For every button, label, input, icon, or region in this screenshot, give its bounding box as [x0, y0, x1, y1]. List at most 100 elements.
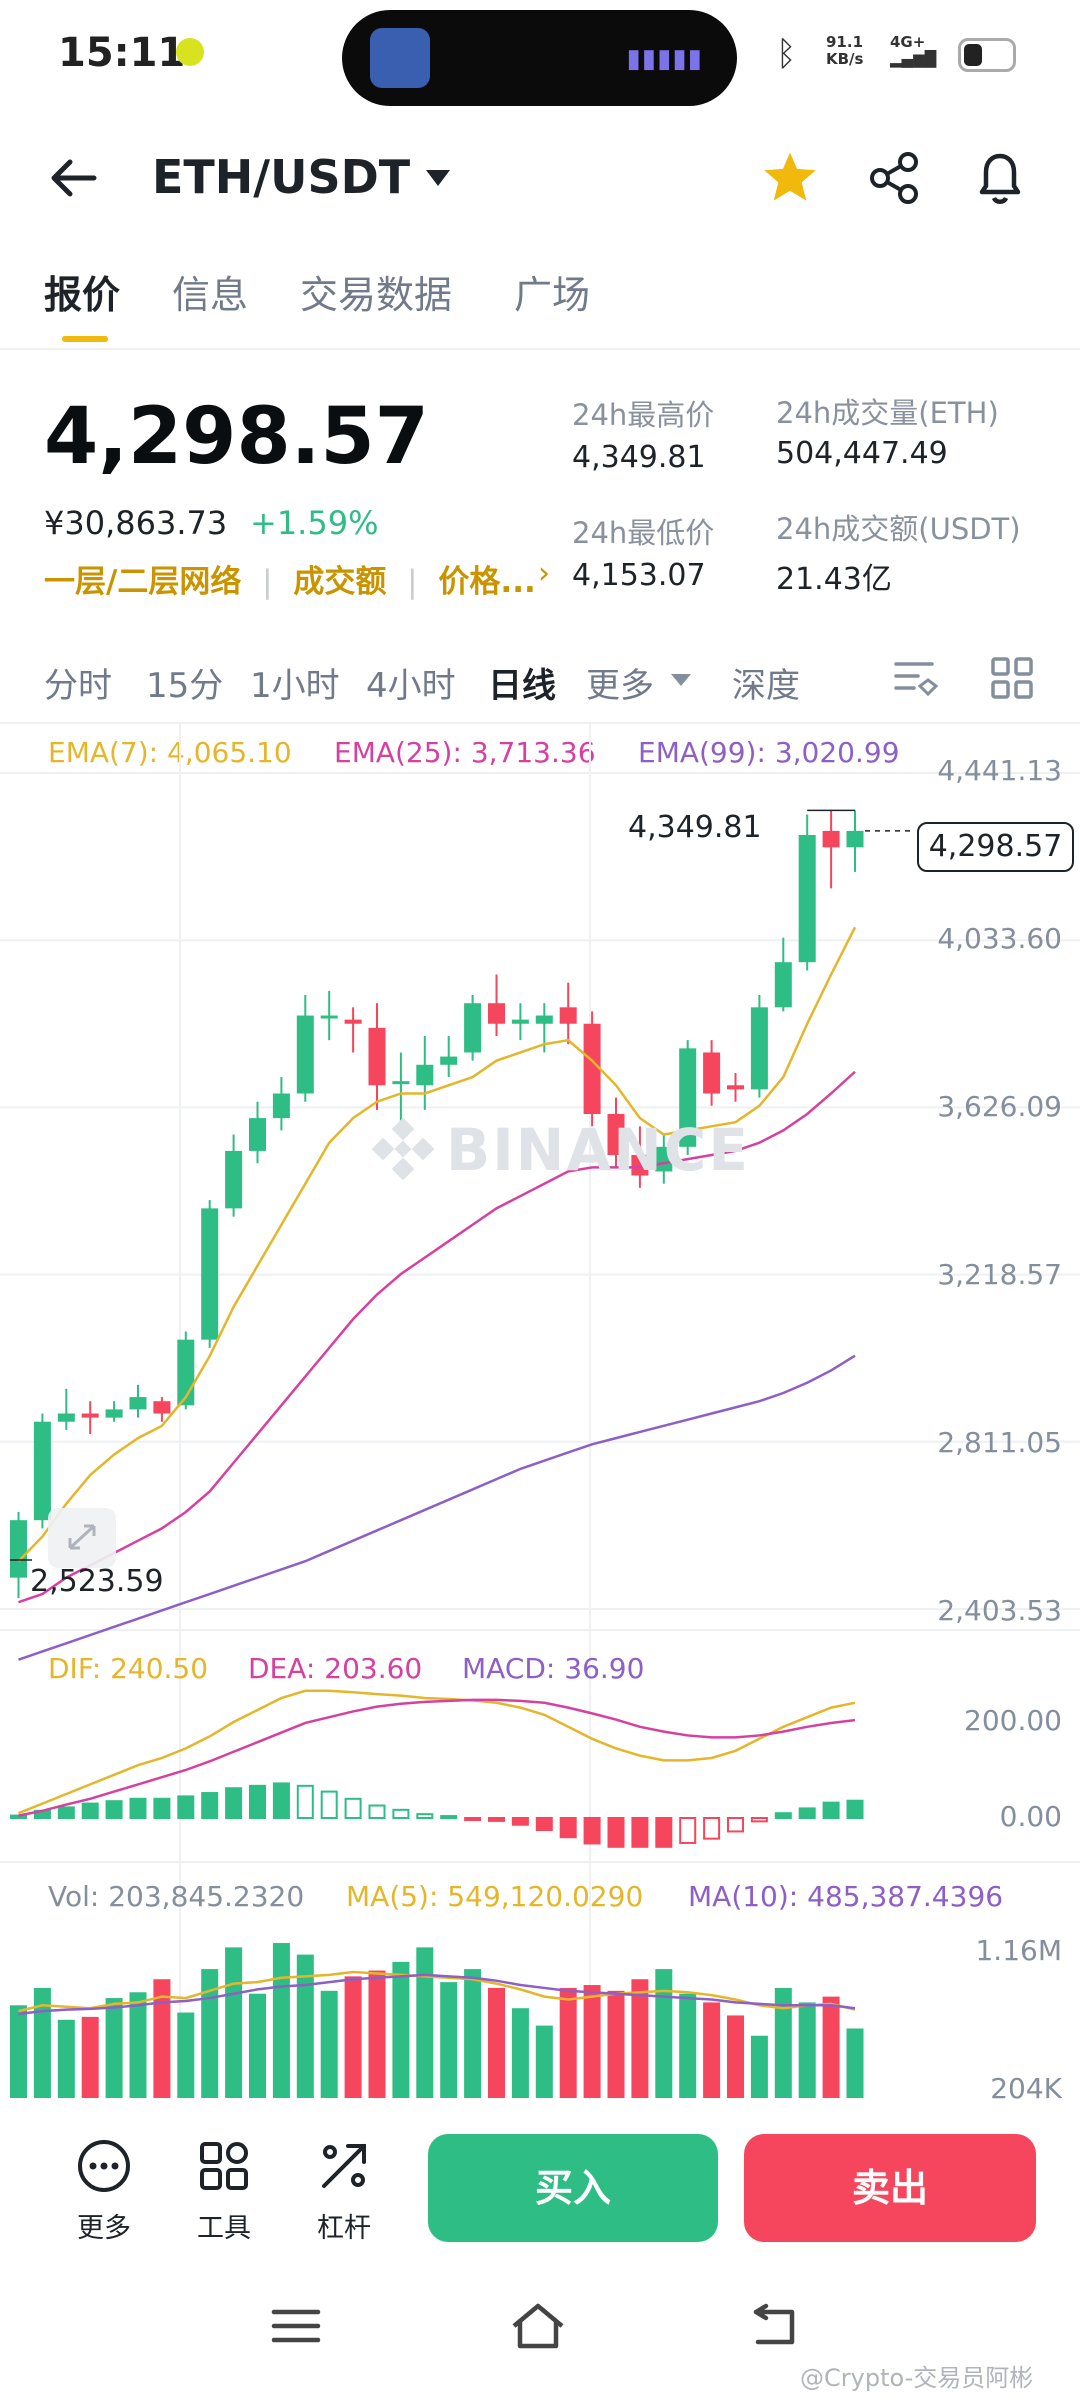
interval-more[interactable]: 更多: [586, 666, 654, 706]
macd-histogram-bar: [344, 1797, 362, 1820]
chevron-right-icon[interactable]: ›: [538, 556, 550, 591]
pair-dropdown-icon[interactable]: [424, 168, 452, 192]
price-alert-bell-icon[interactable]: [972, 148, 1028, 212]
volume-bar: [655, 1969, 673, 2098]
volume-bar: [272, 1943, 290, 2098]
macd-histogram-bar: [225, 1787, 243, 1819]
macd-histogram-bar: [177, 1795, 195, 1820]
macd-histogram-bar: [535, 1817, 553, 1831]
current-price-tag[interactable]: 4,298.57: [917, 822, 1074, 872]
volume-bar: [129, 1992, 147, 2098]
vol-ma5-legend: MA(5): 549,120.0290: [346, 1880, 644, 1913]
volume-bar: [822, 1996, 840, 2098]
volume-eth-label: 24h成交量(ETH): [776, 396, 999, 430]
macd-histogram-bar: [464, 1817, 482, 1821]
tools-grid-icon: [174, 2138, 274, 2206]
tab-square[interactable]: 广场: [514, 273, 591, 317]
volume-bar: [105, 1998, 123, 2098]
tab-quote[interactable]: 报价: [44, 273, 121, 317]
macd-histogram-bar: [249, 1784, 266, 1819]
macd-histogram-bar: [727, 1817, 744, 1833]
interval-time[interactable]: 分时: [44, 666, 112, 706]
tools-action[interactable]: 工具: [174, 2138, 274, 2245]
media-thumbnail: [370, 28, 430, 88]
tag-layer-network[interactable]: 一层/二层网络: [44, 564, 242, 600]
reset-chart-icon[interactable]: [48, 1508, 116, 1568]
macd-histogram-bar: [153, 1797, 171, 1820]
interval-1h[interactable]: 1小时: [250, 666, 340, 706]
macd-histogram-bar: [129, 1797, 147, 1820]
volume-bar: [488, 1987, 505, 2098]
ema7-legend: EMA(7): 4,065.10: [48, 736, 292, 769]
volume-bar: [225, 1947, 243, 2098]
favorite-star-icon[interactable]: [762, 150, 818, 208]
volume-legend: Vol: 203,845.2320: [48, 1880, 305, 1913]
more-action[interactable]: 更多: [54, 2138, 154, 2245]
trading-pair-title[interactable]: ETH/USDT: [152, 150, 411, 204]
turnover-usdt-label: 24h成交额(USDT): [776, 512, 1021, 546]
volume-bar: [249, 1993, 266, 2098]
cny-price: ¥30,863.73: [44, 504, 228, 542]
volume-bar: [344, 1976, 362, 2098]
macd-histogram-bar: [822, 1801, 840, 1820]
volume-bar: [727, 2015, 744, 2098]
audio-wave-icon: ▮▮▮▮▮: [626, 44, 703, 74]
candle-body: [272, 1093, 290, 1119]
tag-price[interactable]: 价格...: [438, 564, 536, 600]
back-nav-icon[interactable]: [748, 2302, 804, 2354]
macd-histogram-bar: [559, 1817, 577, 1839]
volume-eth-value: 504,447.49: [776, 436, 948, 471]
ema25-legend: EMA(25): 3,713.36: [334, 736, 596, 769]
kline-chart[interactable]: [0, 0, 1080, 2120]
ema99-legend: EMA(99): 3,020.99: [638, 736, 900, 769]
candle-body: [464, 1003, 482, 1053]
interval-4h[interactable]: 4小时: [366, 666, 456, 706]
tag-turnover[interactable]: 成交额: [293, 564, 387, 600]
macd-histogram-bar: [655, 1817, 673, 1848]
layout-grid-icon[interactable]: [990, 656, 1034, 704]
divider: [0, 722, 1080, 724]
candle-body: [535, 1015, 553, 1024]
volume-bar: [416, 1947, 434, 2098]
bluetooth-icon: ᛒ: [776, 34, 797, 74]
vol-ma10-line: [18, 1973, 856, 2016]
candle-body: [727, 1085, 744, 1090]
tab-info[interactable]: 信息: [172, 273, 249, 317]
price-axis-label: 2,403.53: [937, 1594, 1062, 1627]
macd-histogram-bar: [105, 1800, 123, 1819]
candle-body: [320, 1015, 338, 1019]
interval-15m[interactable]: 15分: [146, 666, 224, 706]
macd-histogram-bar: [774, 1812, 792, 1819]
menu-nav-icon[interactable]: [270, 2306, 322, 2350]
last-price: 4,298.57: [44, 392, 429, 482]
indicator-settings-icon[interactable]: [892, 656, 940, 704]
candle-body: [249, 1118, 266, 1151]
leverage-action[interactable]: 杠杆: [294, 2138, 394, 2245]
low-marker-label: 2,523.59: [30, 1564, 164, 1599]
buy-button[interactable]: 买入: [428, 2134, 718, 2242]
volume-bar: [846, 2028, 864, 2098]
more-dropdown-icon[interactable]: [670, 672, 692, 691]
tab-trading-data[interactable]: 交易数据: [300, 273, 453, 317]
candle-body: [488, 1003, 505, 1024]
dynamic-island[interactable]: ▮▮▮▮▮: [342, 10, 737, 106]
macd-histogram-bar: [320, 1790, 338, 1819]
share-icon[interactable]: [868, 150, 924, 210]
macd-histogram-bar: [368, 1804, 386, 1820]
macd-legend: MACD: 36.90: [462, 1652, 645, 1685]
interval-depth[interactable]: 深度: [732, 666, 800, 706]
candle-body: [798, 835, 816, 963]
sell-button[interactable]: 卖出: [744, 2134, 1036, 2242]
divider: [0, 348, 1080, 350]
interval-1d[interactable]: 日线: [488, 666, 556, 706]
price-axis-label: 4,033.60: [937, 922, 1062, 955]
volume-bar: [679, 1993, 697, 2098]
home-nav-icon[interactable]: [508, 2300, 568, 2356]
volume-bar: [607, 1990, 625, 2098]
back-arrow-icon[interactable]: [48, 156, 98, 204]
vol-ma5-line: [18, 1970, 856, 2013]
candle-body: [583, 1023, 601, 1115]
candle-body: [774, 962, 792, 1008]
macd-histogram-bar: [703, 1817, 721, 1840]
app-notification-icon: [176, 38, 204, 66]
